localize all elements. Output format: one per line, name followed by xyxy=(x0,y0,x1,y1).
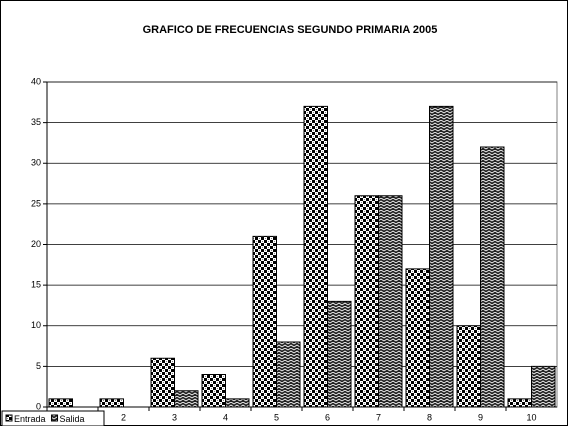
bar xyxy=(174,390,199,408)
bar xyxy=(480,146,505,408)
legend-label: Salida xyxy=(60,414,85,424)
bar xyxy=(48,398,73,408)
y-tick-label: 15 xyxy=(31,280,41,290)
legend-swatch xyxy=(5,414,13,422)
y-tick-label: 0 xyxy=(36,401,41,411)
x-tick-label: 5 xyxy=(274,412,279,422)
bar xyxy=(456,325,481,408)
bar xyxy=(405,268,430,408)
bar xyxy=(378,195,403,408)
bar xyxy=(327,300,352,408)
x-tick-label: 4 xyxy=(223,412,228,422)
bar xyxy=(252,235,277,408)
legend-swatch xyxy=(51,414,59,422)
y-tick-label: 20 xyxy=(31,239,41,249)
chart-title: GRAFICO DE FRECUENCIAS SEGUNDO PRIMARIA … xyxy=(143,24,438,36)
bar xyxy=(276,341,301,408)
legend-label: Entrada xyxy=(14,414,46,424)
bar xyxy=(507,398,532,408)
bar xyxy=(99,398,124,408)
y-tick-label: 10 xyxy=(31,320,41,330)
x-tick-label: 8 xyxy=(427,412,432,422)
x-tick-label: 3 xyxy=(172,412,177,422)
y-tick-label: 30 xyxy=(31,158,41,168)
x-tick-label: 10 xyxy=(526,412,536,422)
y-tick-label: 5 xyxy=(36,361,41,371)
y-tick-label: 25 xyxy=(31,198,41,208)
bar xyxy=(531,365,556,408)
bar xyxy=(150,357,175,408)
x-tick-label: 7 xyxy=(376,412,381,422)
bar xyxy=(429,105,454,408)
y-tick-label: 40 xyxy=(31,76,41,86)
bar xyxy=(201,374,226,408)
x-tick-label: 6 xyxy=(325,412,330,422)
x-tick-label: 9 xyxy=(478,412,483,422)
x-tick-label: 2 xyxy=(121,412,126,422)
y-tick-label: 35 xyxy=(31,117,41,127)
bar xyxy=(303,105,328,408)
bar xyxy=(354,195,379,408)
bar xyxy=(225,398,250,408)
